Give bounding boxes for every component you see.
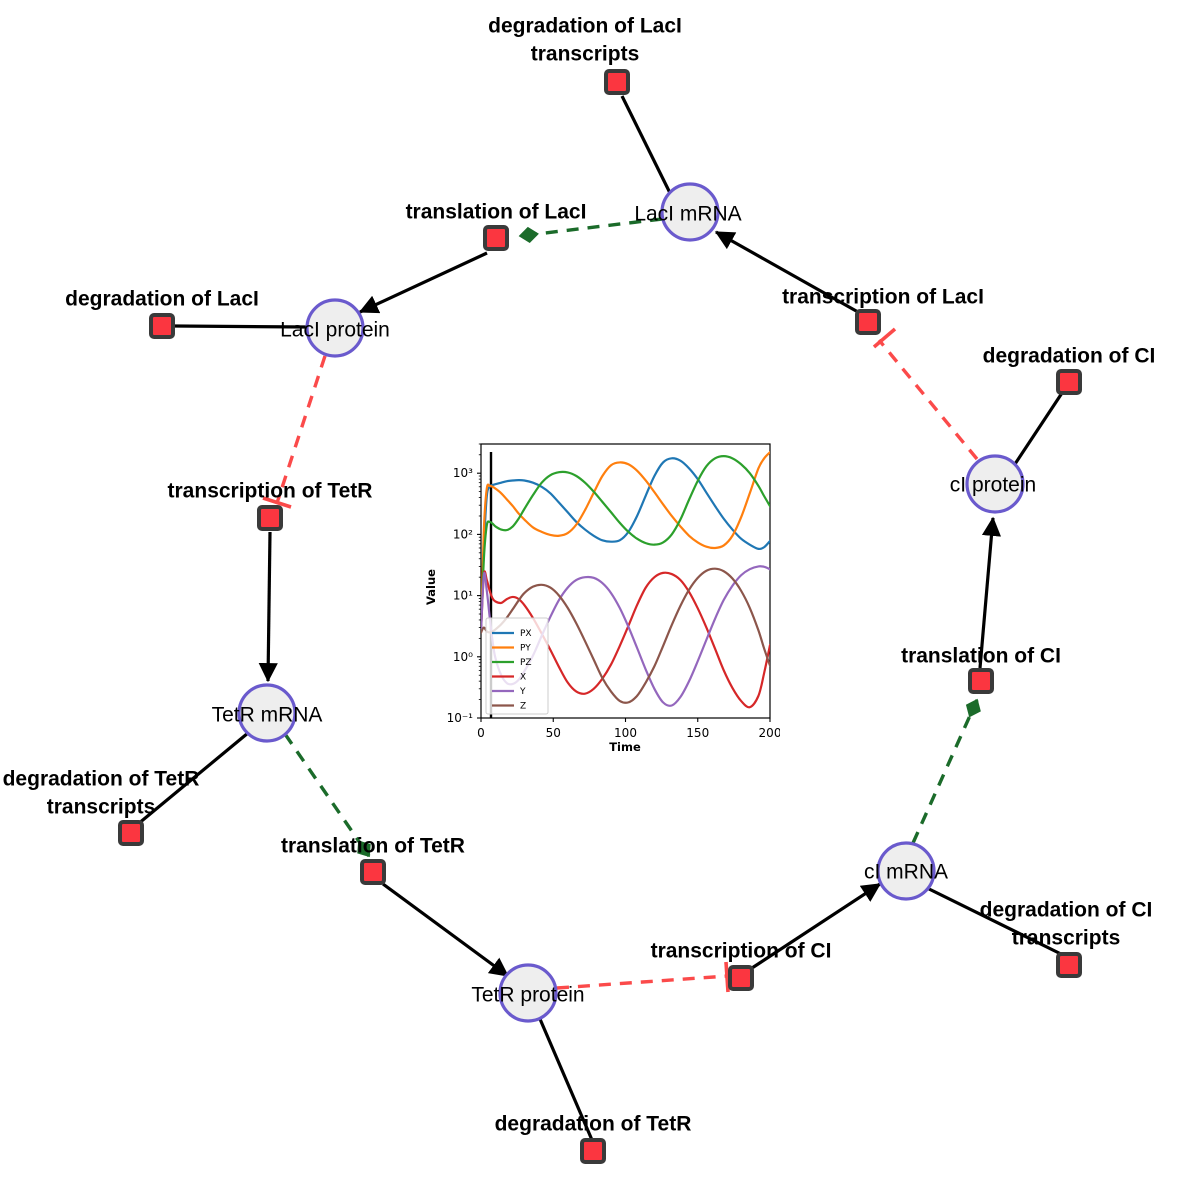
x-tick-label: 150 [686,726,709,740]
inhibition-bar-tetr [262,496,292,509]
y-axis-label: Value [424,569,438,605]
series-line-px [481,457,770,634]
label-tetr-mrna: TetR mRNA [212,704,323,727]
species-node-laci-mrna[interactable] [660,182,720,242]
label-degradation-of-tetr-transcripts-line1: degradation of TetR [3,768,200,791]
x-axis-label: Time [609,740,641,754]
species-node-ci-protein[interactable] [965,454,1025,514]
label-transcription-of-ci: transcription of CI [651,940,832,963]
label-transcription-of-laci: transcription of LacI [782,286,984,309]
label-laci-mrna: LacI mRNA [634,203,741,226]
inhibition-bar-laci [872,327,897,349]
species-labels-layer: LacI mRNA LacI protein TetR mRNA TetR pr… [212,203,1037,1007]
inhibition-bar-ci [724,961,730,993]
series-line-pz [481,455,770,634]
series-line-py [481,451,770,634]
legend-label-x: X [520,673,526,683]
inset-plot-svg: 10⁻¹ 10⁰ 10¹ 10² 10³ 0 50 100 150 200 Time Value… [424,443,781,754]
edge-transcription-ci-to-mrna [751,882,882,970]
x-tick-label: 100 [614,726,637,740]
label-tetr-protein: TetR protein [471,984,584,1007]
label-degradation-of-ci: degradation of CI [983,345,1156,368]
edge-laci-inhibits-tetr-transcription [275,355,327,504]
label-degradation-of-laci: degradation of LacI [65,288,259,311]
x-axis-ticks: 0 50 100 150 200 [477,718,781,740]
label-translation-of-tetr: translation of TetR [281,835,465,858]
process-node-degradation-of-tetr[interactable] [580,1138,606,1164]
edge-transcription-laci-to-mrna [714,230,859,314]
label-ci-mrna: cI mRNA [864,861,948,884]
x-tick-label: 50 [546,726,561,740]
edge-ci-mrna-catalysis [911,698,981,844]
y-tick-label: 10⁰ [453,650,473,664]
species-node-laci-protein[interactable] [305,298,365,358]
process-nodes-layer [118,69,1082,1164]
label-degradation-of-tetr-transcripts-line2: transcripts [47,796,156,819]
y-tick-label: 10³ [453,466,473,480]
label-translation-of-ci: translation of CI [901,645,1061,668]
plot-legend: PX PY PZ XYZ [485,617,549,715]
label-ci-protein: cI protein [950,474,1036,497]
process-node-transcription-of-ci[interactable] [728,965,754,991]
label-laci-protein: LacI protein [280,319,390,342]
legend-label-y: Y [519,687,526,697]
label-degradation-of-laci-transcripts-line2: transcripts [531,43,640,66]
edge-ci-mrna-degradation [926,886,1064,957]
label-degradation-of-tetr: degradation of TetR [495,1113,692,1136]
process-node-transcription-of-tetr[interactable] [257,505,283,531]
series-line-x [481,570,770,709]
legend-label-pz: PZ [520,658,532,668]
edge-translation-ci-to-protein [978,516,1002,669]
process-node-degradation-of-laci-transcripts[interactable] [604,69,630,95]
edges-layer [136,95,1064,1141]
species-nodes-layer [237,182,1025,1023]
inset-timeseries-plot: 10⁻¹ 10⁰ 10¹ 10² 10³ 0 50 100 150 200 Time Value… [415,437,781,757]
x-tick-label: 0 [477,726,485,740]
legend-label-py: PY [520,644,531,654]
process-node-transcription-of-laci[interactable] [855,309,881,335]
edge-translation-tetr-to-protein [382,882,510,978]
y-tick-label: 10¹ [453,589,473,603]
process-node-degradation-of-tetr-transcripts[interactable] [118,820,144,846]
edge-laci-mrna-degradation [620,95,672,194]
label-degradation-of-ci-transcripts-line2: transcripts [1012,927,1121,950]
edge-translation-laci-to-protein [358,251,488,314]
process-node-degradation-of-ci-transcripts[interactable] [1056,952,1082,978]
legend-label-z: Z [520,702,526,712]
process-node-degradation-of-laci[interactable] [149,313,175,339]
process-node-translation-of-ci[interactable] [968,668,994,694]
y-tick-label: 10² [453,527,473,541]
edge-ci-inhibits-laci-transcription [877,338,979,461]
edge-laci-protein-degradation [174,324,308,329]
edge-tetr-mrna-degradation [136,731,250,826]
process-node-translation-of-laci[interactable] [483,225,509,251]
x-tick-label: 200 [759,726,780,740]
edge-tetr-mrna-catalysis [283,733,371,858]
label-translation-of-laci: translation of LacI [406,201,587,224]
label-transcription-of-tetr: transcription of TetR [168,480,373,503]
label-degradation-of-laci-transcripts-line1: degradation of LacI [488,15,682,38]
process-labels-layer: degradation of LacI transcripts translat… [3,15,1156,1136]
y-axis-ticks: 10⁻¹ 10⁰ 10¹ 10² 10³ [447,443,481,725]
process-node-translation-of-tetr[interactable] [360,859,386,885]
legend-label-px: PX [520,629,532,639]
label-degradation-of-ci-transcripts-line1: degradation of CI [980,899,1153,922]
process-node-degradation-of-ci[interactable] [1056,369,1082,395]
edge-laci-mrna-catalysis [518,217,663,244]
species-node-ci-mrna[interactable] [876,841,936,901]
edge-tetr-protein-degradation [538,1018,594,1141]
edge-ci-protein-degradation [1013,392,1064,465]
species-node-tetr-mrna[interactable] [237,683,297,743]
edge-transcription-tetr-to-mrna [258,531,278,683]
y-tick-label: 10⁻¹ [447,711,474,725]
species-node-tetr-protein[interactable] [498,963,558,1023]
edge-tetr-inhibits-ci-transcription [556,974,729,990]
